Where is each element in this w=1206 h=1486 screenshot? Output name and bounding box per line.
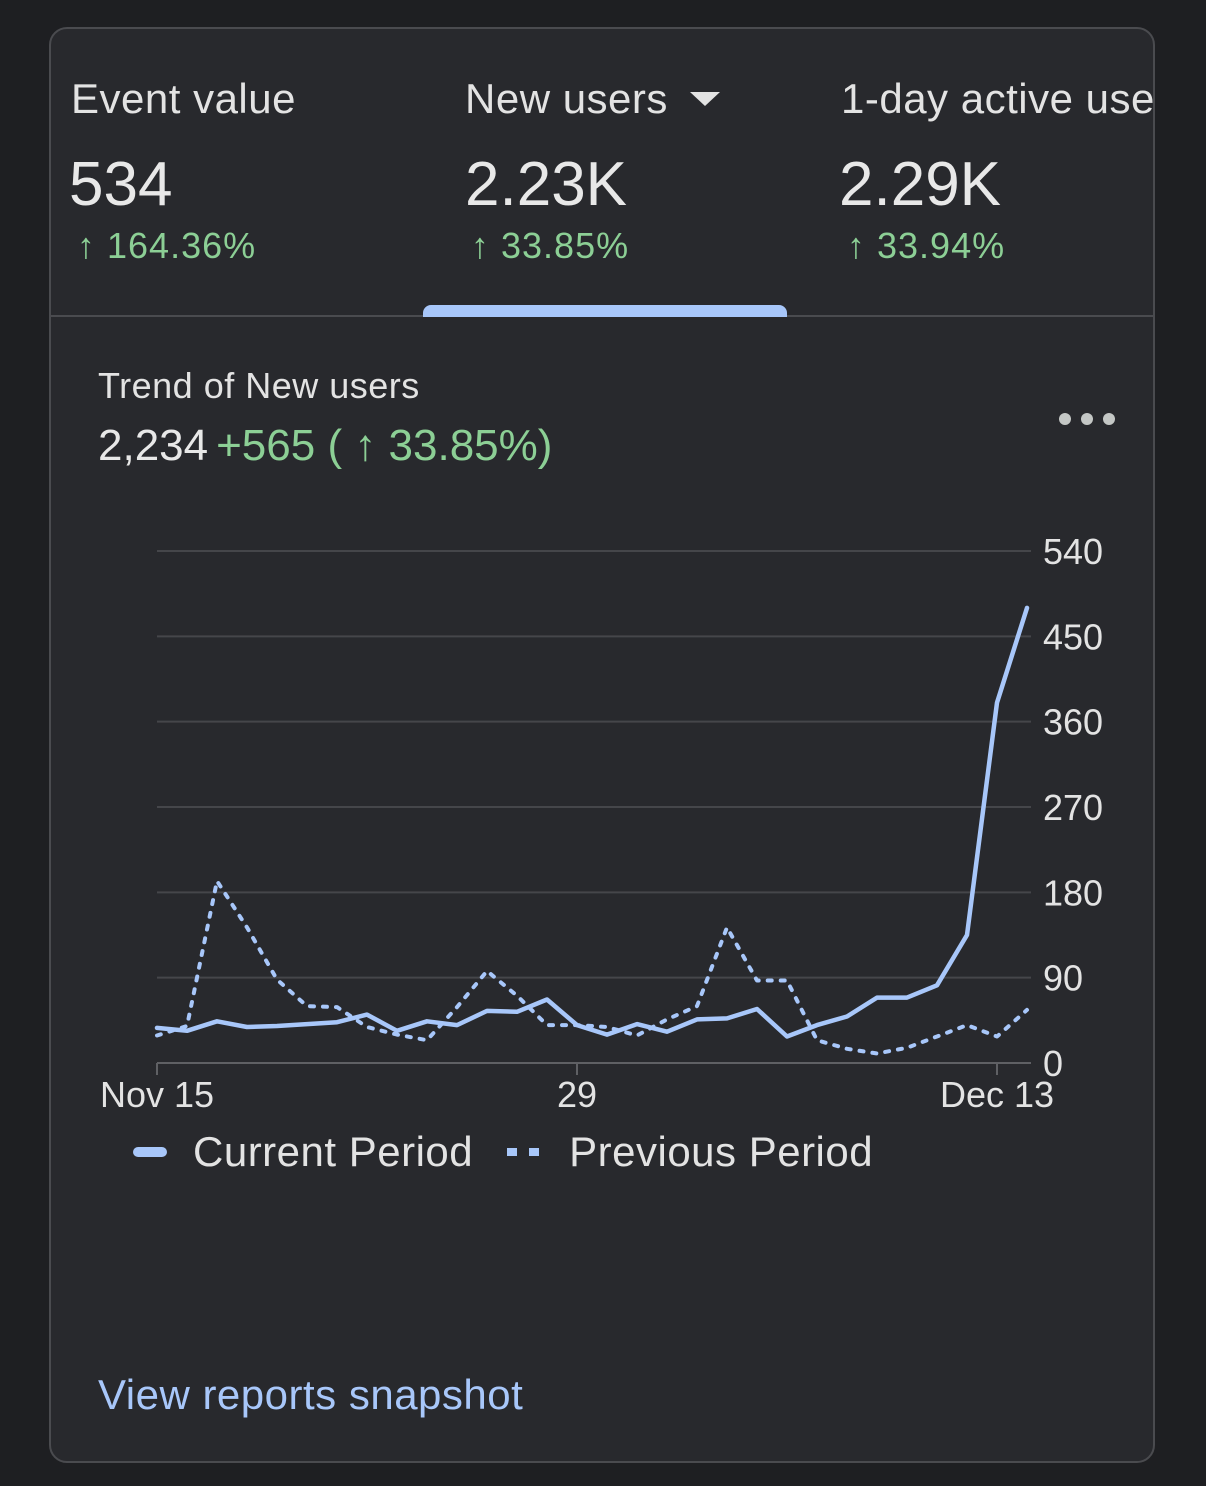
metric-tab-new-users[interactable]: New users 2.23K ↑ 33.85% [425,29,787,315]
y-tick-label: 360 [1043,702,1103,743]
analytics-card: Event value 534 ↑ 164.36% New users 2.23… [49,27,1155,1463]
legend-dotted-line-icon [507,1148,542,1156]
x-tick-label: Nov 15 [100,1074,214,1115]
metric-tab-event-value[interactable]: Event value 534 ↑ 164.36% [51,29,431,315]
metric-value: 2.29K [839,150,1002,219]
dropdown-arrow-icon[interactable] [689,91,720,106]
selected-tab-indicator [423,305,787,317]
view-reports-snapshot-link[interactable]: View reports snapshot [98,1371,524,1418]
x-tick-label: 29 [557,1074,597,1115]
legend-previous-period: Previous Period [569,1128,874,1175]
series-line-previous-period [155,879,1029,1056]
y-tick-label: 270 [1043,787,1103,828]
metric-label-with-dropdown[interactable]: New users [465,75,720,123]
metric-change: ↑ 33.85% [471,225,630,266]
trend-line-chart: 0 90 180 270 360 450 540 Nov 15 29 Dec 13 [100,531,1103,1115]
metric-value: 2.23K [465,150,628,219]
y-tick-label: 180 [1043,872,1103,913]
metric-change: ↑ 33.94% [847,225,1006,266]
metric-change: ↑ 164.36% [77,225,257,266]
y-tick-label: 0 [1043,1043,1063,1084]
metric-label: 1-day active users [841,75,1155,122]
y-tick-label: 90 [1043,958,1083,999]
metric-tabs: Event value 534 ↑ 164.36% New users 2.23… [51,29,1153,317]
series-line-current-period [154,605,1030,1039]
legend-current-period: Current Period [193,1128,474,1175]
trend-title: Trend of New users [98,365,420,406]
metric-tab-1-day-active-users[interactable]: 1-day active users 2.29K ↑ 33.94% [821,29,1155,315]
trend-summary: 2,234 +565 ( ↑ 33.85%) [98,421,552,471]
x-tick-label: Dec 13 [940,1074,1054,1115]
trend-delta: +565 ( ↑ 33.85%) [216,421,553,470]
trend-total: 2,234 [98,421,209,470]
chart-legend: Current Period Previous Period [133,1127,873,1177]
metric-label: New users [465,75,668,122]
more-options-icon[interactable] [1059,409,1115,429]
legend-solid-line-icon [133,1147,167,1157]
metric-value: 534 [69,150,173,219]
y-tick-label: 450 [1043,616,1103,657]
metric-label: Event value [71,75,296,122]
y-tick-label: 540 [1043,531,1103,572]
